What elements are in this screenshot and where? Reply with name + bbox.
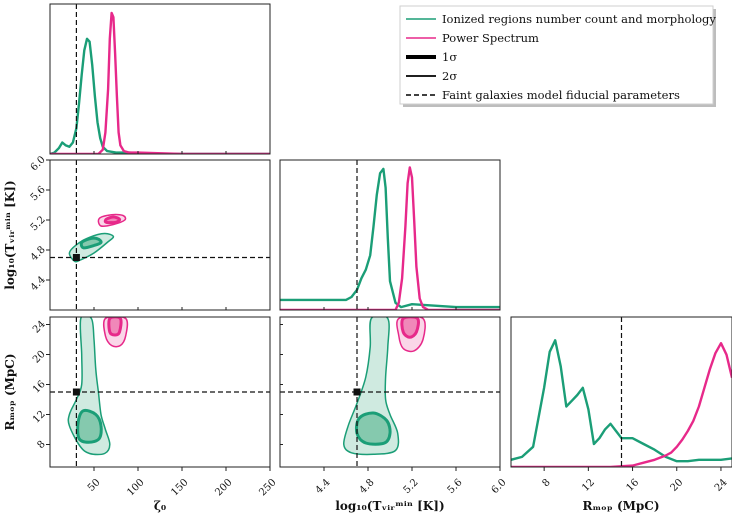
y-axis-label-tvir: log₁₀(Tᵥᵢᵣᵐⁱⁿ [K]) bbox=[3, 180, 17, 289]
x-tick-label-2: 12 bbox=[580, 477, 597, 494]
contour-zeta0-T-1sigma-series-0 bbox=[79, 236, 103, 250]
panel-border-zeta0-R bbox=[49, 316, 271, 468]
x-tick-label-2: 24 bbox=[713, 477, 730, 494]
y-tick-label-2: 8 bbox=[35, 439, 47, 451]
panel-border-zeta0-T bbox=[49, 159, 271, 311]
y-tick-label-2: 24 bbox=[31, 319, 48, 336]
y-tick-label-1: 5.2 bbox=[29, 214, 48, 233]
panel-diag1 bbox=[280, 160, 500, 310]
x-tick-label-2: 16 bbox=[624, 477, 641, 494]
x-tick-label-0: 250 bbox=[257, 477, 278, 498]
legend-label-0: Ionized regions number count and morphol… bbox=[442, 12, 716, 26]
diag-panel-border-Rmfp bbox=[510, 316, 732, 468]
y-tick-label-1: 6.0 bbox=[29, 154, 48, 173]
x-axis-label-rmfp: Rₘₒₚ (MpC) bbox=[582, 499, 659, 513]
y-tick-label-1: 4.4 bbox=[29, 274, 48, 293]
panel-p2d-zeta0-R bbox=[50, 317, 270, 467]
x-tick-label-2: 8 bbox=[541, 477, 553, 489]
x-axis-label-zeta0: ζ₀ bbox=[154, 499, 166, 513]
x-tick-label-0: 150 bbox=[169, 477, 190, 498]
contour-T-R-1sigma-series-0 bbox=[354, 411, 392, 446]
fiducial-marker-T-R bbox=[353, 388, 361, 396]
legend-label-2: 1σ bbox=[442, 50, 457, 64]
x-axis-label-tvir: log₁₀(Tᵥᵢᵣᵐⁱⁿ [K]) bbox=[335, 499, 444, 513]
legend: Ionized regions number count and morphol… bbox=[399, 5, 716, 107]
y-tick-label-1: 4.8 bbox=[29, 244, 48, 263]
x-tick-label-2: 20 bbox=[669, 477, 686, 494]
x-tick-label-1: 5.2 bbox=[402, 477, 421, 496]
legend-label-1: Power Spectrum bbox=[442, 31, 539, 45]
y-axis-label-rmfp: Rₘₒₚ (MpC) bbox=[3, 353, 17, 430]
x-tick-label-0: 100 bbox=[125, 477, 146, 498]
y-tick-label-2: 20 bbox=[31, 349, 48, 366]
y-tick-label-1: 5.6 bbox=[29, 184, 48, 203]
x-tick-label-0: 200 bbox=[213, 477, 234, 498]
marginal-Rmfp-series-0 bbox=[511, 339, 732, 463]
legend-label-3: 2σ bbox=[442, 69, 457, 83]
diag-panel-border-log10Tvir bbox=[279, 159, 501, 311]
y-tick-label-2: 16 bbox=[31, 379, 48, 396]
marginal-log10Tvir-series-1 bbox=[280, 166, 500, 310]
marginal-zeta0-series-0 bbox=[50, 37, 270, 154]
panel-diag0 bbox=[50, 4, 270, 154]
contour-T-R-1sigma-series-1 bbox=[400, 317, 420, 339]
x-tick-label-1: 5.6 bbox=[446, 477, 465, 496]
contour-zeta0-R-1sigma-series-1 bbox=[107, 317, 123, 337]
fiducial-marker-zeta0-R bbox=[72, 388, 80, 396]
panel-diag2 bbox=[511, 317, 732, 467]
marginal-log10Tvir-series-0 bbox=[280, 167, 500, 309]
legend-box bbox=[399, 5, 714, 105]
contour-zeta0-R-1sigma-series-0 bbox=[76, 408, 103, 444]
diag-panel-border-zeta0 bbox=[49, 3, 271, 155]
panel-p2d-zeta0-T bbox=[50, 160, 270, 310]
x-tick-label-0: 50 bbox=[86, 477, 103, 494]
panel-border-T-R bbox=[279, 316, 501, 468]
x-tick-label-1: 6.0 bbox=[490, 477, 509, 496]
y-tick-label-2: 12 bbox=[31, 409, 48, 426]
marginal-zeta0-series-1 bbox=[50, 11, 270, 154]
marginal-Rmfp-series-1 bbox=[511, 342, 732, 467]
panel-p2d-T-R bbox=[280, 317, 500, 467]
legend-label-4: Faint galaxies model fiducial parameters bbox=[442, 88, 680, 102]
x-tick-label-1: 4.4 bbox=[314, 477, 333, 496]
x-tick-label-1: 4.8 bbox=[358, 477, 377, 496]
contour-zeta0-T-1sigma-series-1 bbox=[103, 215, 122, 225]
fiducial-marker-zeta0-T bbox=[72, 254, 80, 261]
